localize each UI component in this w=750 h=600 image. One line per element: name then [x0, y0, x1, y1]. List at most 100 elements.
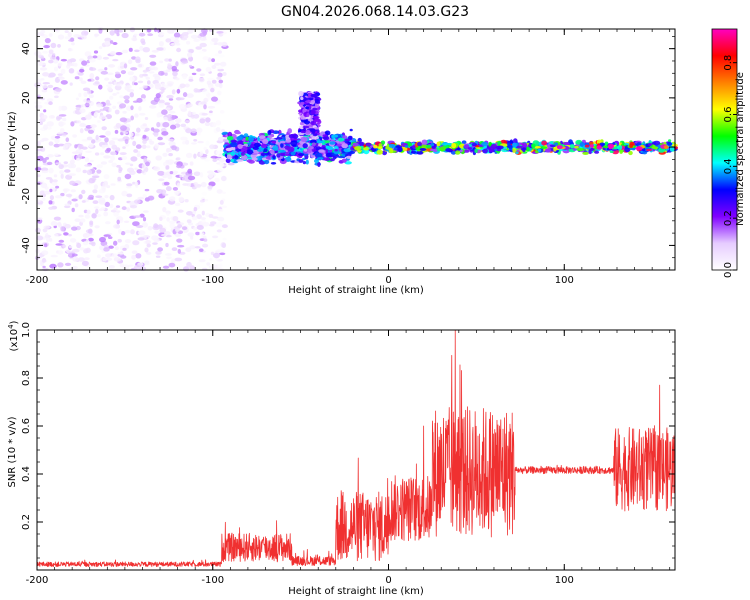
- heatmap-cell: [416, 150, 424, 155]
- figure-title: GN04.2026.068.14.03.G23: [281, 4, 469, 20]
- heatmap-cell: [125, 162, 131, 165]
- heatmap-cell: [272, 155, 276, 160]
- heatmap-cell: [162, 265, 170, 269]
- heatmap-cell: [158, 102, 166, 106]
- heatmap-cell: [152, 132, 159, 136]
- heatmap-cell: [64, 203, 71, 206]
- heatmap-cell: [85, 239, 89, 243]
- heatmap-cell: [72, 134, 77, 138]
- heatmap-cell: [331, 134, 339, 138]
- heatmap-cell: [287, 128, 293, 134]
- heatmap-cell: [201, 210, 205, 216]
- heatmap-cell: [119, 62, 124, 67]
- heatmap-cell: [279, 140, 286, 144]
- heatmap-cell: [219, 162, 224, 168]
- heatmap-cell: [584, 144, 590, 148]
- snr-panel: -200 -100 0 100 0.2 0.4 0.6 0.8 1.0 Height of s…: [7, 320, 676, 597]
- heatmap-cell: [112, 58, 119, 62]
- heatmap-cell: [34, 167, 42, 171]
- heatmap-cell: [129, 163, 134, 167]
- heatmap-cell: [77, 72, 84, 76]
- heatmap-cell: [189, 245, 196, 250]
- heatmap-cell: [188, 64, 193, 68]
- heatmap-cell: [111, 137, 119, 141]
- heatmap-cell: [108, 140, 116, 146]
- heatmap-cell: [290, 140, 298, 147]
- heatmap-cell: [209, 144, 216, 150]
- heatmap-cell: [157, 142, 166, 146]
- heatmap-cell: [95, 134, 99, 141]
- heatmap-cell: [35, 151, 41, 155]
- heatmap-cell: [147, 195, 155, 201]
- heatmap-cell: [96, 164, 103, 169]
- heatmap-cell: [300, 96, 304, 101]
- heatmap-cell: [314, 118, 321, 123]
- heatmap-cell: [512, 142, 518, 148]
- heatmap-cell: [156, 189, 164, 194]
- heatmap-cell: [264, 159, 270, 165]
- heatmap-cell: [57, 143, 65, 147]
- heatmap-cell: [36, 217, 43, 221]
- heatmap-cell: [121, 32, 129, 39]
- heatmap-cell: [100, 161, 107, 165]
- heatmap-cell: [497, 145, 504, 150]
- heatmap-cell: [79, 218, 86, 223]
- heatmap-cell: [54, 233, 59, 237]
- spectrogram-x-tick-label: 100: [555, 275, 574, 286]
- heatmap-cell: [652, 146, 659, 150]
- heatmap-cell: [104, 201, 111, 207]
- heatmap-cell: [145, 239, 151, 245]
- heatmap-cell: [365, 142, 372, 147]
- heatmap-cell: [78, 214, 84, 218]
- heatmap-cell: [45, 156, 50, 160]
- heatmap-cell: [181, 176, 189, 181]
- heatmap-cell: [43, 225, 50, 229]
- heatmap-cell: [236, 140, 244, 146]
- heatmap-cell: [153, 223, 159, 229]
- heatmap-cell: [619, 149, 623, 154]
- heatmap-cell: [159, 60, 164, 64]
- heatmap-cell: [123, 63, 128, 69]
- heatmap-cell: [141, 170, 145, 174]
- colorbar-ticks: 0.0 0.2 0.4 0.6 0.8: [723, 55, 737, 278]
- heatmap-cell: [52, 59, 59, 64]
- heatmap-cell: [85, 150, 93, 153]
- heatmap-cell: [124, 99, 130, 104]
- heatmap-cell: [251, 152, 258, 156]
- heatmap-cell: [85, 114, 92, 120]
- heatmap-cell: [562, 141, 570, 146]
- heatmap-cell: [218, 157, 226, 163]
- heatmap-cell: [104, 137, 109, 143]
- heatmap-cell: [45, 237, 51, 242]
- heatmap-cell: [124, 85, 130, 91]
- heatmap-cell: [38, 62, 47, 66]
- heatmap-cell: [222, 237, 227, 241]
- heatmap-cell: [298, 90, 304, 97]
- heatmap-cell: [346, 155, 352, 159]
- heatmap-cell: [209, 110, 213, 114]
- heatmap-cell: [146, 145, 151, 149]
- heatmap-cell: [71, 151, 80, 154]
- heatmap-cell: [110, 183, 116, 186]
- heatmap-cell: [78, 194, 83, 200]
- heatmap-cell: [201, 191, 207, 196]
- heatmap-cell: [84, 157, 90, 163]
- heatmap-cell: [246, 159, 252, 163]
- heatmap-cell: [193, 171, 201, 177]
- heatmap-cell: [100, 207, 106, 211]
- heatmap-cell: [100, 70, 109, 75]
- heatmap-cell: [298, 159, 304, 163]
- heatmap-cell: [200, 217, 206, 220]
- heatmap-cell: [506, 142, 511, 148]
- heatmap-cell: [174, 202, 181, 207]
- heatmap-cell: [109, 51, 116, 56]
- heatmap-cell: [107, 236, 113, 240]
- heatmap-cell: [318, 142, 323, 147]
- heatmap-cell: [251, 157, 258, 161]
- heatmap-cell: [75, 97, 80, 101]
- heatmap-cell: [43, 124, 48, 130]
- heatmap-cell: [63, 161, 68, 165]
- heatmap-cell: [192, 111, 196, 115]
- heatmap-cell: [54, 77, 61, 83]
- heatmap-cell: [226, 136, 234, 141]
